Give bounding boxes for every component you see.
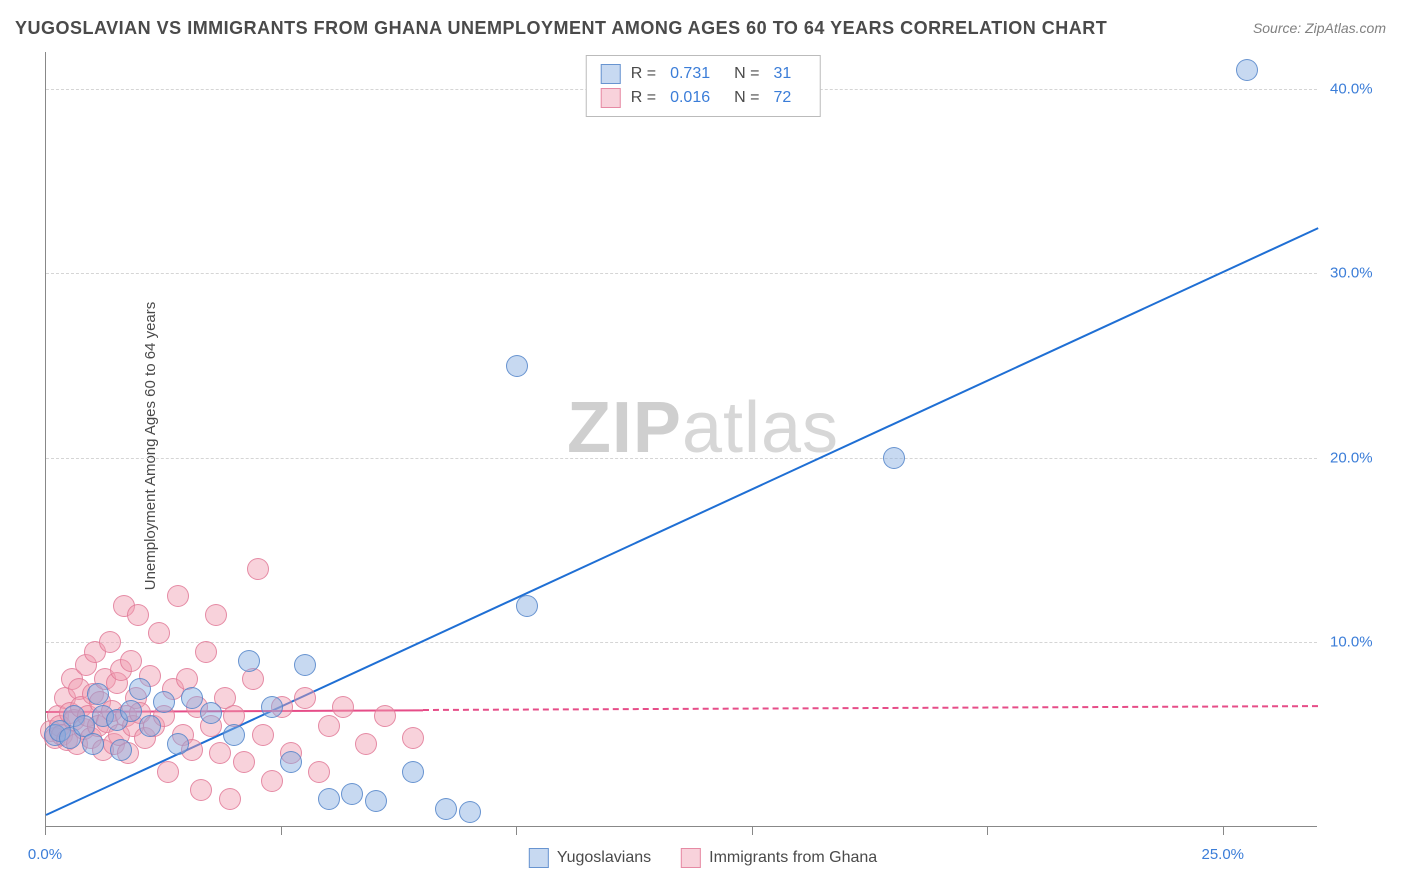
- r-label: R =: [631, 89, 656, 107]
- y-tick-label: 10.0%: [1330, 634, 1373, 651]
- data-point: [435, 798, 457, 820]
- data-point: [110, 739, 132, 761]
- data-point: [308, 761, 330, 783]
- data-point: [355, 733, 377, 755]
- data-point: [87, 683, 109, 705]
- y-tick-label: 20.0%: [1330, 449, 1373, 466]
- data-point: [181, 687, 203, 709]
- n-label: N =: [734, 89, 759, 107]
- data-point: [219, 788, 241, 810]
- data-point: [120, 700, 142, 722]
- data-point: [209, 742, 231, 764]
- gridline-h: [46, 458, 1317, 459]
- data-point: [374, 705, 396, 727]
- r-label: R =: [631, 65, 656, 83]
- n-value-yugoslavians: 31: [773, 65, 791, 83]
- x-tick-mark: [1223, 827, 1224, 835]
- chart-title: YUGOSLAVIAN VS IMMIGRANTS FROM GHANA UNE…: [15, 18, 1107, 39]
- data-point: [294, 654, 316, 676]
- data-point: [365, 790, 387, 812]
- swatch-ghana: [601, 88, 621, 108]
- legend-row-ghana: R = 0.016 N = 72: [601, 86, 806, 110]
- data-point: [148, 622, 170, 644]
- data-point: [153, 691, 175, 713]
- data-point: [82, 733, 104, 755]
- data-point: [261, 696, 283, 718]
- data-point: [506, 355, 528, 377]
- data-point: [459, 801, 481, 823]
- data-point: [200, 702, 222, 724]
- data-point: [883, 447, 905, 469]
- data-point: [99, 631, 121, 653]
- data-point: [247, 558, 269, 580]
- legend-item-ghana: Immigrants from Ghana: [681, 848, 877, 868]
- n-value-ghana: 72: [773, 89, 791, 107]
- data-point: [139, 715, 161, 737]
- data-point: [402, 761, 424, 783]
- data-point: [120, 650, 142, 672]
- data-point: [261, 770, 283, 792]
- data-point: [1236, 59, 1258, 81]
- data-point: [402, 727, 424, 749]
- swatch-ghana: [681, 848, 701, 868]
- legend-label-yugoslavians: Yugoslavians: [557, 849, 651, 867]
- data-point: [157, 761, 179, 783]
- n-label: N =: [734, 65, 759, 83]
- source-attribution: Source: ZipAtlas.com: [1253, 20, 1386, 36]
- gridline-h: [46, 642, 1317, 643]
- legend-row-yugoslavians: R = 0.731 N = 31: [601, 62, 806, 86]
- data-point: [127, 604, 149, 626]
- data-point: [205, 604, 227, 626]
- data-point: [332, 696, 354, 718]
- x-tick-mark: [516, 827, 517, 835]
- data-point: [223, 724, 245, 746]
- x-tick-label: 25.0%: [1201, 846, 1244, 863]
- legend-label-ghana: Immigrants from Ghana: [709, 849, 877, 867]
- data-point: [233, 751, 255, 773]
- gridline-h: [46, 273, 1317, 274]
- swatch-yugoslavians: [529, 848, 549, 868]
- data-point: [341, 783, 363, 805]
- data-point: [167, 585, 189, 607]
- r-value-ghana: 0.016: [670, 89, 710, 107]
- x-tick-mark: [752, 827, 753, 835]
- x-tick-mark: [45, 827, 46, 835]
- data-point: [318, 715, 340, 737]
- data-point: [238, 650, 260, 672]
- trendline: [423, 705, 1318, 711]
- data-point: [252, 724, 274, 746]
- data-point: [195, 641, 217, 663]
- y-tick-label: 30.0%: [1330, 265, 1373, 282]
- swatch-yugoslavians: [601, 64, 621, 84]
- r-value-yugoslavians: 0.731: [670, 65, 710, 83]
- correlation-legend: R = 0.731 N = 31 R = 0.016 N = 72: [586, 55, 821, 117]
- data-point: [516, 595, 538, 617]
- data-point: [280, 751, 302, 773]
- scatter-plot-area: [45, 52, 1317, 827]
- data-point: [167, 733, 189, 755]
- y-tick-label: 40.0%: [1330, 80, 1373, 97]
- x-tick-label: 0.0%: [28, 846, 62, 863]
- data-point: [294, 687, 316, 709]
- x-tick-mark: [281, 827, 282, 835]
- data-point: [190, 779, 212, 801]
- x-tick-mark: [987, 827, 988, 835]
- series-legend: Yugoslavians Immigrants from Ghana: [529, 848, 877, 868]
- data-point: [318, 788, 340, 810]
- legend-item-yugoslavians: Yugoslavians: [529, 848, 651, 868]
- data-point: [129, 678, 151, 700]
